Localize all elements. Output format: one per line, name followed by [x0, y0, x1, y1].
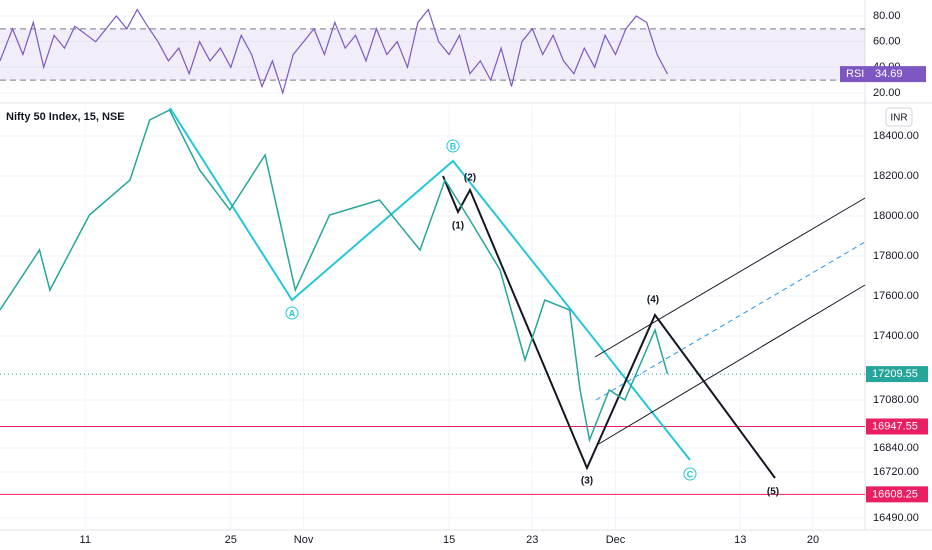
x-tick-label: Nov [294, 534, 314, 546]
wave-label: A [289, 308, 296, 318]
y-tick-label: 17080.00 [873, 394, 919, 406]
wave-circle [285, 306, 299, 320]
y-tick-label: 17600.00 [873, 290, 919, 302]
x-tick-label: 13 [734, 534, 746, 546]
wave-label: (4) [647, 295, 659, 306]
wave-label: (1) [452, 221, 464, 232]
abc-wave [169, 107, 691, 461]
y-tick-label: 17800.00 [873, 250, 919, 262]
y-tick-label: 17400.00 [873, 330, 919, 342]
x-tick-label: 11 [80, 534, 91, 546]
x-tick-label: 25 [225, 534, 237, 546]
y-tick-label: 18400.00 [873, 130, 919, 142]
y-tick-label: 20.00 [873, 87, 901, 99]
x-tick-label: 20 [807, 534, 819, 546]
series-line [0, 108, 669, 443]
currency-box[interactable] [885, 107, 913, 127]
x-tick-label: Dec [606, 534, 626, 546]
y-tick-label: 16490.00 [873, 512, 919, 524]
wave-label: (3) [581, 476, 593, 487]
y-tick-label: 16840.00 [873, 442, 919, 454]
wave-label: (5) [767, 487, 779, 498]
price-label: 16608.25 [872, 488, 918, 500]
x-tick-label: 15 [443, 534, 455, 546]
rsi-band [0, 28, 865, 81]
rsi-value: 34.69 [875, 68, 903, 80]
rsi-label-bg [840, 66, 926, 83]
y-tick-label: 18200.00 [873, 170, 919, 182]
channel-line [594, 197, 866, 358]
price-label-bg [866, 486, 928, 503]
channel-line [596, 284, 866, 446]
price-label: 17209.55 [872, 368, 918, 380]
y-tick-label: 60.00 [873, 36, 901, 48]
series-line [0, 8, 669, 96]
y-tick-label: 18000.00 [873, 210, 919, 222]
x-tick-label: 23 [526, 534, 538, 546]
price-label: 16947.55 [872, 420, 918, 432]
wave-circle [683, 467, 697, 481]
price-label-bg [866, 418, 928, 435]
chart-title: Nifty 50 Index, 15, NSE [6, 111, 125, 123]
y-tick-label: 16720.00 [873, 466, 919, 478]
channel-median [595, 241, 866, 401]
wave-label: B [450, 141, 457, 151]
price-label-bg [866, 366, 928, 383]
wave-label: C [687, 469, 694, 479]
wave-circle [446, 139, 460, 153]
impulse-wave [442, 175, 776, 479]
rsi-name: RSI [846, 68, 864, 80]
y-tick-label: 80.00 [873, 10, 901, 22]
wave-label: (2) [464, 173, 476, 184]
plot-layer [0, 15, 865, 530]
currency-label: INR [890, 113, 907, 124]
